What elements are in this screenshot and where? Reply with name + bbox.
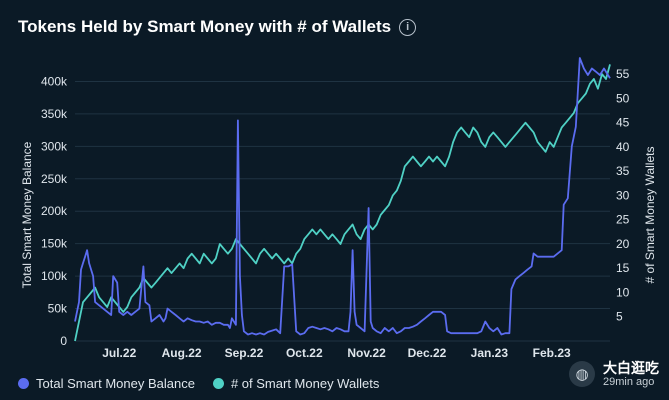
- wechat-logo-icon: ◍: [569, 361, 595, 388]
- right-tick-label: 40: [616, 140, 630, 154]
- left-axis-label: Total Smart Money Balance: [20, 141, 34, 288]
- watermark-name: 大白逛吃: [603, 360, 659, 376]
- chart-title: Tokens Held by Smart Money with # of Wal…: [18, 17, 392, 36]
- left-axis-ticks: 0 50k 100k 150k 200k 250k 300k 350k 400k: [41, 74, 68, 348]
- info-icon[interactable]: i: [399, 18, 417, 36]
- x-tick-label: Dec.22: [408, 346, 447, 360]
- right-tick-label: 35: [616, 164, 630, 178]
- x-tick-label: Sep.22: [225, 346, 264, 360]
- right-tick-label: 20: [616, 237, 630, 251]
- x-tick-label: Oct.22: [286, 346, 323, 360]
- left-tick-label: 100k: [41, 269, 68, 283]
- left-tick-label: 300k: [41, 139, 68, 153]
- grid-lines: [75, 80, 610, 342]
- legend-dot-balance: [18, 378, 29, 389]
- right-tick-label: 15: [616, 261, 630, 275]
- right-tick-label: 30: [616, 188, 630, 202]
- legend: Total Smart Money Balance # of Smart Mon…: [18, 376, 379, 391]
- right-tick-label: 5: [616, 310, 623, 324]
- x-axis-ticks: Jul.22 Aug.22 Sep.22 Oct.22 Nov.22 Dec.22 Jan.…: [102, 346, 571, 360]
- right-axis-ticks: 5 10 15 20 25 30 35 40 45 50 55: [616, 67, 630, 324]
- left-tick-label: 250k: [41, 172, 68, 186]
- legend-item-wallets[interactable]: # of Smart Money Wallets: [212, 376, 380, 391]
- legend-item-balance[interactable]: Total Smart Money Balance: [18, 376, 195, 391]
- right-axis-label: # of Smart Money Wallets: [643, 147, 657, 284]
- legend-label-balance: Total Smart Money Balance: [36, 376, 195, 391]
- x-tick-label: Aug.22: [162, 346, 202, 360]
- left-tick-label: 400k: [41, 74, 68, 88]
- watermark-time: 29min ago: [603, 376, 655, 389]
- right-tick-label: 55: [616, 67, 630, 81]
- left-tick-label: 50k: [48, 302, 68, 316]
- legend-label-wallets: # of Smart Money Wallets: [230, 376, 380, 391]
- left-tick-label: 150k: [41, 237, 68, 251]
- series-line-balance: [74, 57, 611, 336]
- x-tick-label: Feb.23: [533, 346, 571, 360]
- left-tick-label: 0: [60, 334, 67, 348]
- legend-dot-wallets: [212, 378, 224, 389]
- chart-title-row: Tokens Held by Smart Money with # of Wal…: [18, 17, 417, 37]
- left-tick-label: 200k: [41, 204, 68, 218]
- watermark: ◍ 大白逛吃 29min ago: [569, 360, 659, 389]
- right-tick-label: 10: [616, 285, 630, 299]
- right-tick-label: 45: [616, 116, 630, 130]
- series-line-wallets: [74, 64, 611, 342]
- right-tick-label: 50: [616, 91, 630, 105]
- series-layer: [74, 57, 611, 342]
- x-tick-label: Jul.22: [102, 346, 136, 360]
- left-tick-label: 350k: [41, 107, 68, 121]
- x-tick-label: Nov.22: [347, 346, 386, 360]
- right-tick-label: 25: [616, 213, 630, 227]
- x-tick-label: Jan.23: [471, 346, 509, 360]
